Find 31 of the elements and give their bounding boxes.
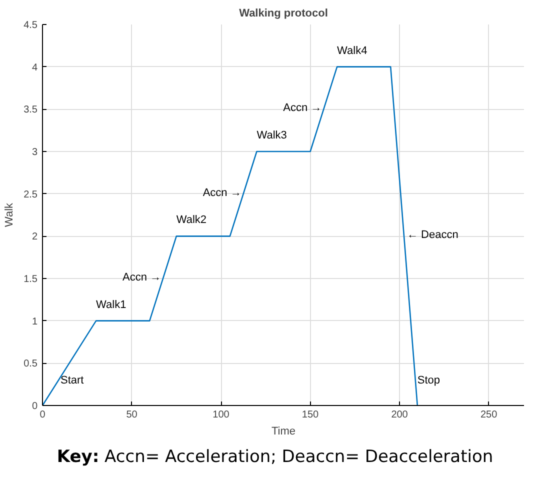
- x-tick-label: 150: [302, 410, 320, 420]
- y-tick-label: 2: [32, 232, 38, 243]
- annotation: Walk2: [176, 214, 207, 226]
- annotation: Walk3: [256, 130, 287, 142]
- y-tick-label: 4: [32, 62, 38, 74]
- y-axis-title: Walk: [4, 202, 16, 228]
- annotation: Accn →: [283, 102, 322, 114]
- annotation: Start: [60, 374, 84, 386]
- x-tick-label: 200: [391, 410, 408, 420]
- annotation: Walk1: [96, 298, 126, 311]
- x-tick-label: 0: [40, 410, 46, 420]
- annotation: Accn →: [122, 272, 162, 284]
- x-tick-label: 50: [126, 410, 138, 420]
- y-tick-label: 1.5: [24, 274, 38, 285]
- y-tick-label: 0: [32, 401, 38, 412]
- annotation: Accn →: [202, 186, 242, 199]
- y-tick-label: 0.5: [24, 358, 38, 370]
- y-tick-label: 1: [32, 316, 38, 328]
- x-tick-label: 100: [212, 410, 230, 420]
- y-tick-label: 4.5: [24, 20, 38, 31]
- y-tick-label: 3.5: [24, 104, 38, 116]
- chart-title: Walking protocol: [239, 8, 328, 20]
- y-tick-label: 3: [32, 147, 38, 158]
- x-axis-title: Time: [271, 426, 296, 438]
- line-series: [42, 66, 418, 406]
- x-tick-label: 250: [480, 410, 498, 420]
- y-tick-label: 2.5: [24, 189, 38, 200]
- annotation: Stop: [417, 374, 440, 386]
- annotation: Walk4: [337, 44, 368, 57]
- annotation: ← Deaccn: [407, 229, 458, 242]
- text: Key: Accn= Acceleration; Deaccn= Deacceleration: [56, 446, 494, 469]
